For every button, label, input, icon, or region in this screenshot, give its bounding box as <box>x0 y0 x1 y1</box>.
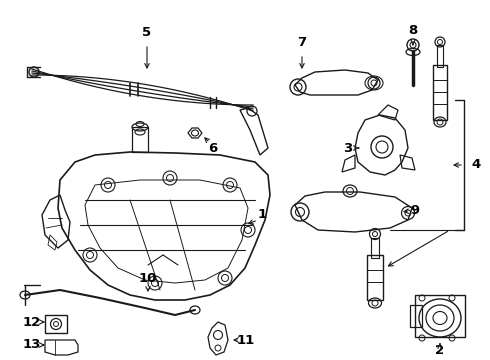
Bar <box>433 65 447 120</box>
Bar <box>410 305 422 327</box>
Text: 2: 2 <box>436 343 444 356</box>
Bar <box>371 238 379 258</box>
Text: 13: 13 <box>23 338 41 351</box>
Text: 12: 12 <box>23 315 41 328</box>
Text: 5: 5 <box>143 26 151 39</box>
Bar <box>415 295 465 337</box>
Text: 10: 10 <box>139 271 157 284</box>
Text: 7: 7 <box>297 36 307 49</box>
Bar <box>437 45 443 67</box>
Text: 11: 11 <box>237 333 255 346</box>
Bar <box>132 127 148 152</box>
Text: 4: 4 <box>471 158 481 171</box>
Text: 3: 3 <box>343 141 353 154</box>
Text: 1: 1 <box>257 208 267 221</box>
Text: 6: 6 <box>208 141 218 154</box>
Bar <box>367 255 383 300</box>
Bar <box>45 315 67 333</box>
Text: 9: 9 <box>411 203 419 216</box>
Text: 8: 8 <box>408 23 417 36</box>
